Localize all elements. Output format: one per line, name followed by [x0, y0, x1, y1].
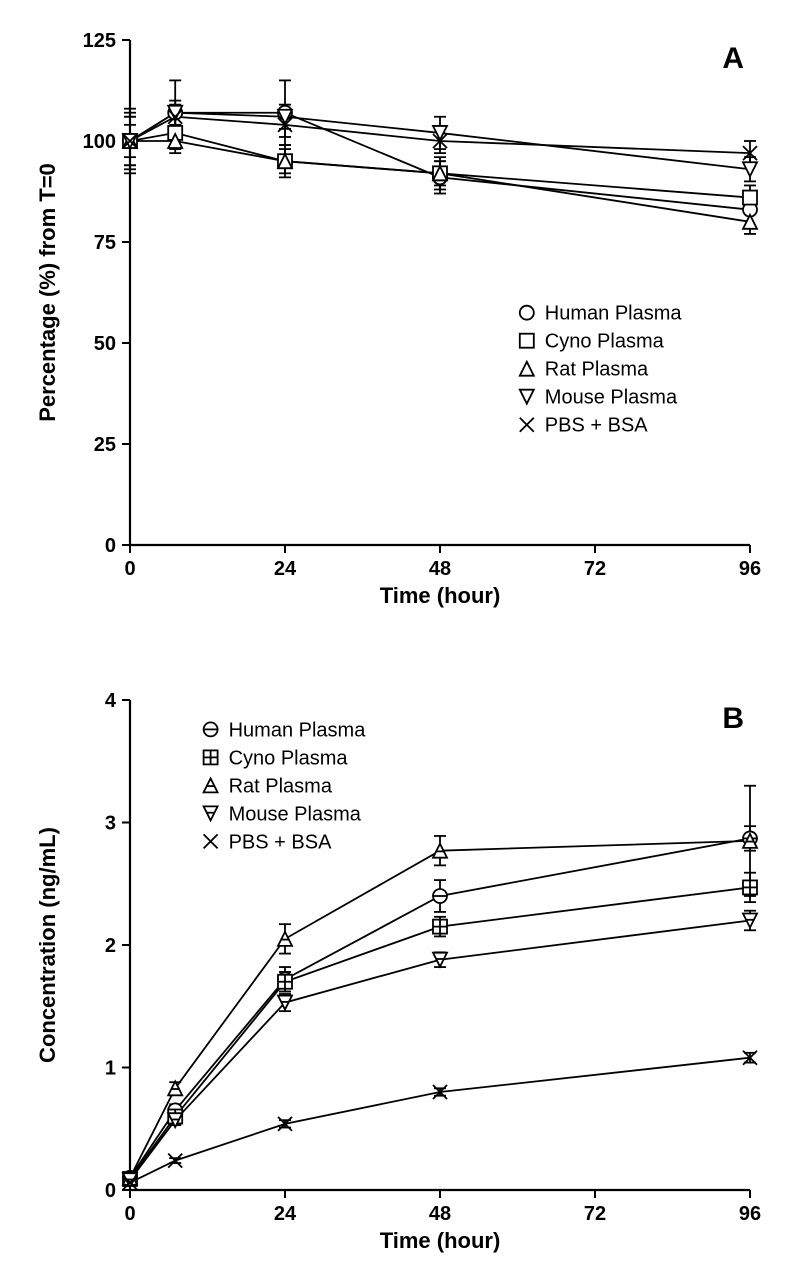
svg-text:48: 48 — [429, 1203, 451, 1225]
svg-text:Human Plasma: Human Plasma — [545, 303, 683, 325]
svg-text:96: 96 — [739, 558, 761, 580]
svg-text:72: 72 — [584, 558, 606, 580]
svg-text:PBS + BSA: PBS + BSA — [229, 831, 332, 853]
chart-svg: 0244872960255075100125Time (hour)Percent… — [0, 0, 800, 1265]
svg-text:1: 1 — [105, 1058, 116, 1080]
figure-container: 0244872960255075100125Time (hour)Percent… — [0, 0, 800, 1265]
svg-text:0: 0 — [105, 1180, 116, 1202]
svg-text:0: 0 — [124, 1203, 135, 1225]
svg-text:PBS + BSA: PBS + BSA — [545, 415, 648, 437]
svg-text:Cyno Plasma: Cyno Plasma — [229, 747, 349, 769]
svg-text:Mouse Plasma: Mouse Plasma — [545, 387, 678, 409]
svg-text:72: 72 — [584, 1203, 606, 1225]
svg-text:0: 0 — [124, 558, 135, 580]
svg-text:Cyno Plasma: Cyno Plasma — [545, 331, 665, 353]
svg-text:50: 50 — [94, 333, 116, 355]
svg-text:4: 4 — [105, 690, 117, 712]
svg-text:48: 48 — [429, 558, 451, 580]
svg-text:75: 75 — [94, 232, 116, 254]
svg-text:2: 2 — [105, 935, 116, 957]
svg-text:A: A — [722, 42, 744, 75]
svg-text:0: 0 — [105, 535, 116, 557]
svg-text:Time (hour): Time (hour) — [380, 1228, 501, 1253]
svg-text:96: 96 — [739, 1203, 761, 1225]
svg-text:Concentration (ng/mL): Concentration (ng/mL) — [35, 827, 60, 1063]
svg-text:100: 100 — [83, 131, 116, 153]
svg-text:25: 25 — [94, 434, 116, 456]
svg-text:Rat Plasma: Rat Plasma — [229, 775, 333, 797]
svg-text:Rat Plasma: Rat Plasma — [545, 359, 649, 381]
svg-text:24: 24 — [274, 1203, 297, 1225]
svg-text:3: 3 — [105, 813, 116, 835]
svg-text:Human Plasma: Human Plasma — [229, 719, 367, 741]
svg-text:Percentage (%) from T=0: Percentage (%) from T=0 — [35, 163, 60, 422]
svg-text:125: 125 — [83, 30, 116, 52]
svg-text:B: B — [722, 702, 744, 735]
svg-text:24: 24 — [274, 558, 297, 580]
svg-text:Mouse Plasma: Mouse Plasma — [229, 803, 362, 825]
svg-text:Time (hour): Time (hour) — [380, 583, 501, 608]
